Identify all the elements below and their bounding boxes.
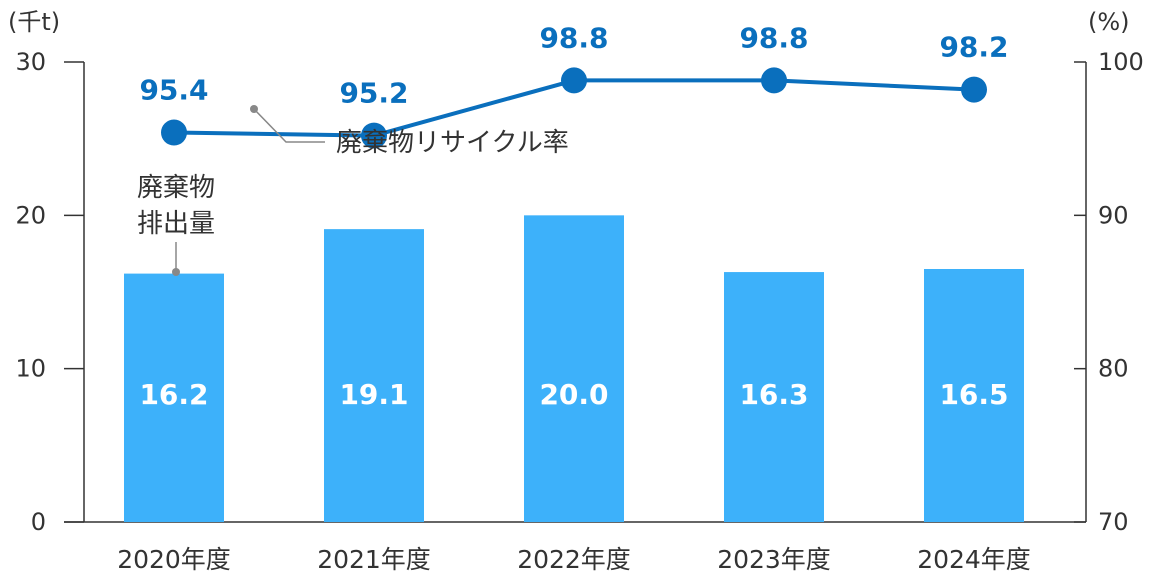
left-tick-label: 10: [15, 355, 46, 383]
line-series: 95.4 95.2 98.8 98.8 98.2: [139, 21, 1009, 149]
right-tick-label: 70: [1098, 508, 1129, 536]
line-point: [961, 76, 987, 103]
line-series-annotation: 廃棄物リサイクル率: [336, 128, 569, 158]
category-label: 2020年度: [117, 545, 231, 574]
category-label: 2023年度: [717, 545, 831, 574]
line-value-label: 95.2: [339, 77, 408, 110]
line-annotation-dot: [250, 105, 258, 113]
line-point: [561, 67, 587, 94]
category-label: 2021年度: [317, 545, 431, 574]
right-tick-label: 90: [1098, 201, 1129, 229]
bar: [524, 215, 624, 523]
bar: [324, 229, 424, 522]
bar-value-label: 16.5: [939, 378, 1008, 411]
left-axis-ticks: 0 10 20 30: [15, 48, 84, 536]
right-tick-label: 80: [1098, 355, 1129, 383]
line-value-label: 98.8: [539, 21, 608, 54]
bar: [724, 272, 824, 522]
category-labels: 2020年度 2021年度 2022年度 2023年度 2024年度: [117, 545, 1031, 574]
right-axis-ticks: 70 80 90 100: [1074, 48, 1144, 536]
bar-series-annotation-line2: 排出量: [137, 209, 215, 239]
bar-value-label: 19.1: [339, 378, 408, 411]
line-value-label: 95.4: [139, 74, 208, 107]
left-tick-label: 30: [15, 48, 46, 76]
right-tick-label: 100: [1098, 48, 1144, 76]
line-point: [761, 67, 787, 94]
line-annotation-leader: [253, 108, 325, 143]
line-point: [161, 119, 187, 146]
left-tick-label: 20: [15, 201, 46, 229]
bar-value-label: 20.0: [539, 378, 608, 411]
bar-value-label: 16.3: [739, 378, 808, 411]
bar: [124, 273, 224, 522]
line-value-label: 98.8: [739, 21, 808, 54]
left-tick-label: 0: [31, 508, 46, 536]
line-value-label: 98.2: [939, 31, 1008, 64]
line-point: [361, 122, 387, 149]
bar-value-label: 16.2: [139, 378, 208, 411]
category-label: 2022年度: [517, 545, 631, 574]
left-axis-unit: (千t): [8, 8, 60, 36]
right-axis-unit: (%): [1088, 8, 1130, 36]
bar-series: 16.2 19.1 20.0 16.3 16.5: [124, 215, 1024, 523]
bar-annotation-dot: [172, 268, 180, 276]
bar: [924, 269, 1024, 522]
category-label: 2024年度: [917, 545, 1031, 574]
annotations: 廃棄物 排出量 廃棄物リサイクル率: [137, 105, 569, 276]
bar-series-annotation-line1: 廃棄物: [137, 173, 215, 203]
